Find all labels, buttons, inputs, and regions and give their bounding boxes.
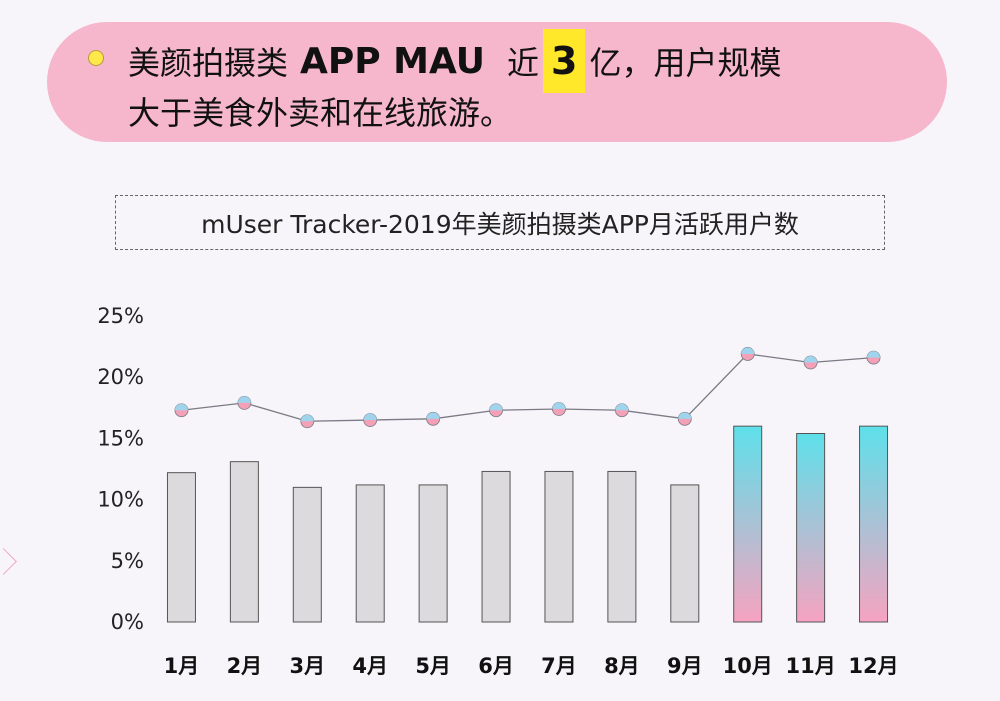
bar [859, 425, 889, 623]
line-point [363, 413, 378, 427]
headline-banner [47, 22, 947, 142]
bar [355, 484, 385, 623]
line-point [489, 403, 503, 418]
bar [292, 486, 322, 623]
line-point [803, 355, 818, 370]
bar [481, 470, 511, 623]
line-point [677, 411, 692, 426]
line-point [552, 402, 566, 416]
y-tick-label: 0% [111, 610, 144, 634]
chart-title: mUser Tracker-2019年美颜拍摄类APP月活跃用户数 [115, 195, 885, 250]
headline-number-highlight: 3 [543, 29, 586, 93]
y-tick-label: 10% [97, 488, 144, 512]
x-tick-label: 8月 [604, 654, 640, 678]
bar [670, 484, 700, 623]
y-tick-label: 25% [97, 304, 144, 328]
bar [733, 425, 763, 623]
line-point [237, 396, 252, 410]
x-tick-label: 12月 [848, 654, 898, 678]
headline-app: APP MAU [300, 40, 485, 82]
line-point [614, 403, 629, 418]
x-tick-label: 2月 [227, 654, 263, 678]
y-tick-label: 15% [97, 426, 144, 450]
bullet-dot-icon [88, 50, 104, 66]
bar [418, 484, 448, 623]
headline-suffix: 亿，用户规模 [589, 44, 782, 82]
x-tick-label: 7月 [541, 654, 577, 678]
x-tick-label: 10月 [723, 654, 773, 678]
x-tick-label: 1月 [164, 654, 200, 678]
bar [544, 470, 574, 623]
x-tick-label: 4月 [352, 654, 388, 678]
line-point [426, 411, 441, 426]
x-tick-label: 6月 [478, 654, 514, 678]
bar [796, 433, 826, 623]
y-tick-label: 20% [97, 365, 144, 389]
line-point [174, 403, 189, 418]
bar [166, 472, 196, 623]
x-tick-label: 11月 [786, 654, 836, 678]
x-tick-label: 3月 [289, 654, 325, 678]
line-point [740, 347, 755, 361]
headline-near: 近 [507, 44, 540, 82]
y-tick-label: 5% [111, 549, 144, 573]
headline-prefix: 美颜拍摄类 [128, 44, 289, 82]
line-point [866, 350, 881, 365]
headline-line-2: 大于美食外卖和在线旅游。 [128, 94, 513, 132]
headline-line-1: 美颜拍摄类 APP MAU 近 3 亿，用户规模 [128, 29, 782, 93]
x-tick-label: 5月 [415, 654, 451, 678]
line-point [300, 414, 315, 429]
bar [607, 470, 637, 623]
series-line [181, 353, 874, 422]
bar [229, 461, 259, 623]
x-tick-label: 9月 [667, 654, 703, 678]
